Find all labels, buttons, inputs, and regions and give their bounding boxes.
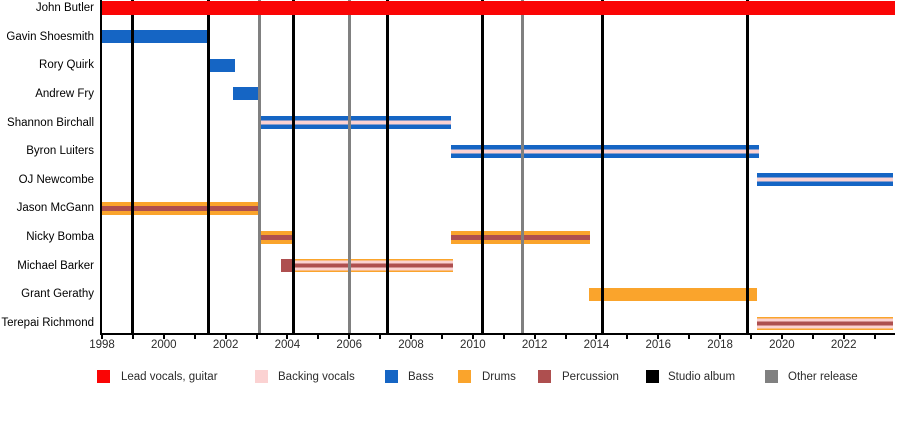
legend-swatch-other [765, 370, 778, 383]
axis-tick-label: 2014 [583, 339, 610, 351]
legend-swatch-drums [458, 370, 471, 383]
timeline-bar [451, 230, 591, 244]
axis-tick [317, 335, 320, 339]
legend-label-bass: Bass [408, 371, 434, 383]
timeline-bar [208, 58, 235, 72]
axis-tick [162, 335, 165, 339]
axis-tick-label: 2016 [645, 339, 672, 351]
legend-label-studio: Studio album [668, 371, 736, 383]
timeline-bar [102, 30, 209, 44]
other-release-line [520, 0, 524, 333]
other-release-line [347, 0, 351, 333]
axis-tick-label: 2004 [274, 339, 301, 351]
legend-swatch-studio [646, 370, 659, 383]
axis-tick-label: 2010 [460, 339, 486, 351]
legend-label-other: Other release [788, 371, 858, 383]
axis-tick [657, 335, 660, 339]
timeline-bar [258, 116, 452, 130]
legend-label-percussion: Percussion [562, 371, 619, 383]
legend-label-drums: Drums [482, 371, 516, 383]
axis-tick [811, 335, 814, 339]
axis-tick [873, 335, 876, 339]
axis-tick-label: 2008 [398, 339, 424, 351]
axis-tick [595, 335, 598, 339]
timeline-bar [102, 201, 260, 215]
axis-tick [564, 335, 567, 339]
timeline-bar [233, 87, 260, 101]
studio-album-line [480, 0, 484, 333]
axis-tick [440, 335, 443, 339]
axis-tick [533, 335, 536, 339]
axis-tick-label: 2012 [521, 339, 548, 351]
axis-tick [626, 335, 629, 339]
timeline-bar [102, 1, 895, 15]
other-release-line [258, 0, 262, 333]
timeline-bar [588, 287, 758, 301]
member-label: Terepai Richmond [1, 317, 94, 330]
axis-tick [719, 335, 722, 339]
plot-area [100, 0, 895, 335]
timeline-bar [757, 173, 894, 187]
axis-tick-label: 2022 [830, 339, 857, 351]
studio-album-line [386, 0, 390, 333]
axis-tick-label: 2002 [212, 339, 239, 351]
axis-tick [224, 335, 227, 339]
studio-album-line [601, 0, 605, 333]
axis-tick [255, 335, 258, 339]
member-label: Michael Barker [17, 259, 94, 272]
member-label: Grant Gerathy [21, 288, 94, 301]
member-label: Rory Quirk [39, 59, 94, 72]
axis-tick [502, 335, 505, 339]
axis-tick [471, 335, 474, 339]
axis-tick-label: 2020 [769, 339, 795, 351]
member-label: Shannon Birchall [7, 116, 94, 129]
member-label: Byron Luiters [26, 145, 94, 158]
axis-tick-label: 2006 [336, 339, 363, 351]
axis-tick [688, 335, 691, 339]
axis-tick [348, 335, 351, 339]
member-label: Gavin Shoesmith [6, 30, 94, 43]
member-label: OJ Newcombe [18, 173, 94, 186]
timeline-bar [451, 144, 759, 158]
legend-label-lead: Lead vocals, guitar [121, 371, 218, 383]
axis-tick [101, 335, 103, 339]
axis-tick [193, 335, 196, 339]
studio-album-line [131, 0, 135, 333]
axis-tick [131, 335, 134, 339]
axis-tick [780, 335, 783, 339]
axis-tick-label: 1998 [89, 339, 115, 351]
legend-swatch-backing [255, 370, 268, 383]
axis-tick [379, 335, 382, 339]
legend-swatch-percussion [538, 370, 551, 383]
axis-tick [410, 335, 413, 339]
legend-label-backing: Backing vocals [278, 371, 355, 383]
legend-swatch-lead [97, 370, 110, 383]
studio-album-line [292, 0, 296, 333]
axis-tick-label: 2018 [707, 339, 733, 351]
axis-tick [749, 335, 752, 339]
member-label: Andrew Fry [35, 87, 94, 100]
timeline-bar [259, 230, 294, 244]
timeline-bar [757, 316, 894, 330]
axis-tick-label: 2000 [151, 339, 177, 351]
axis-tick [286, 335, 289, 339]
studio-album-line [207, 0, 211, 333]
studio-album-line [746, 0, 750, 333]
timeline-bar [281, 259, 294, 273]
member-label: Nicky Bomba [26, 231, 94, 244]
axis-tick [842, 335, 845, 339]
legend-swatch-bass [385, 370, 398, 383]
member-label: John Butler [35, 2, 94, 14]
timeline-bar [293, 259, 453, 273]
member-label: Jason McGann [16, 202, 94, 215]
